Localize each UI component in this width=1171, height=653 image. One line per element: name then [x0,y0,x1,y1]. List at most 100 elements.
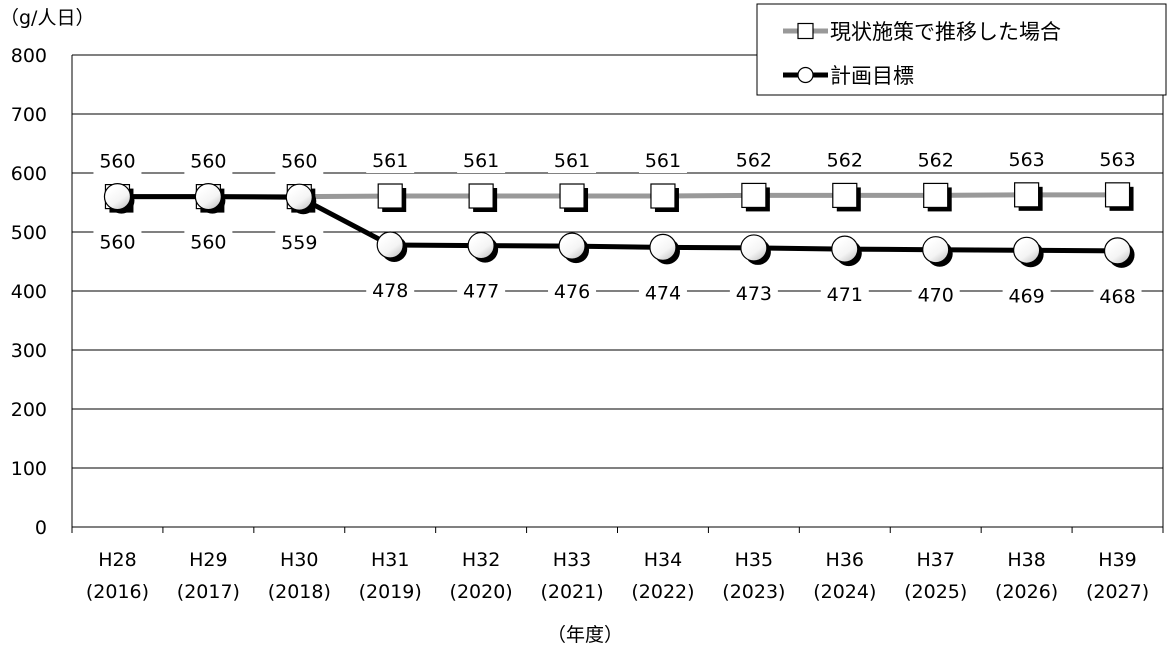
legend-label-1: 現状施策で推移した場合 [830,20,1061,44]
data-label: 560 [99,151,135,173]
data-label-bg [820,145,869,173]
circle-marker [649,233,677,261]
circle-marker [376,231,404,259]
square-marker [468,183,494,209]
data-label-bg [275,228,324,256]
y-tick-label: 0 [35,517,47,539]
x-tick-label-year: (2023) [722,581,785,603]
data-label: 468 [1099,286,1135,308]
data-label-bg [911,145,960,173]
data-label-bg [1002,144,1051,172]
x-tick-label-year: (2026) [995,581,1058,603]
data-label-bg [1002,281,1051,309]
gridlines [72,54,1163,469]
data-label-bg [184,146,233,174]
x-tick-label-year: (2017) [177,581,240,603]
data-label-bg [457,276,506,304]
x-tick-label-year: (2024) [813,581,876,603]
circle-marker [558,232,586,260]
x-tick-label-era: H35 [735,549,773,571]
x-tick-label-era: H34 [644,549,682,571]
square-marker [1014,182,1040,208]
square-marker [650,183,676,209]
data-label-bg [1093,144,1142,172]
circle-marker [922,236,950,264]
data-label: 473 [736,283,772,305]
x-tick-label-era: H28 [98,549,136,571]
data-label: 471 [827,284,863,306]
data-label-bg [93,146,142,174]
x-tick-label-year: (2022) [631,581,694,603]
data-label: 562 [918,149,954,171]
legend-square-marker [797,22,814,40]
legend-box [756,3,1167,96]
data-label: 474 [645,282,681,304]
series [103,182,1135,268]
data-label-bg [1093,281,1142,309]
circle-marker [467,231,495,260]
y-tick-label: 300 [11,340,47,362]
data-label: 560 [190,151,226,173]
circle-marker [1013,236,1041,264]
data-label-bg [911,280,960,308]
data-label-bg [457,146,506,174]
x-axis-label: （年度） [547,624,623,646]
x-tick-label-era: H38 [1007,549,1045,571]
square-marker [741,182,767,209]
data-label: 561 [463,150,499,172]
y-tick-label: 800 [11,45,47,67]
y-tick-label: 400 [11,281,47,303]
square-marker [1104,182,1131,208]
x-tick-label-year: (2025) [904,581,967,603]
data-label: 476 [554,281,590,303]
x-tick-label-era: H37 [916,549,954,571]
x-tick-label-era: H31 [371,549,409,571]
x-tick-label-era: H30 [280,549,318,571]
circle-marker [1103,237,1132,265]
axes: 0 100 200 300 400 500 600 700 800 H28 (2016) H29 (20… [11,45,1164,603]
x-tick-label-year: (2018) [268,581,331,603]
x-tick-label-era: H32 [462,549,500,571]
y-tick-label: 100 [11,458,47,480]
data-label-bg [184,227,233,255]
data-label-bg [366,146,415,174]
circle-marker [103,183,132,211]
data-label: 469 [1008,285,1044,307]
data-label: 559 [281,232,317,254]
data-label: 478 [372,280,408,302]
data-label-bg [548,277,597,305]
x-tick-label-year: (2027) [1086,581,1149,603]
data-label-bg [638,146,687,174]
y-axis-label: （g/人日） [0,7,94,29]
data-label: 563 [1099,149,1135,171]
data-label-bg [548,146,597,174]
data-label: 470 [918,285,954,307]
circle-marker [831,235,859,263]
square-marker [559,183,585,209]
data-label: 560 [281,151,317,173]
data-label: 561 [372,150,408,172]
data-label: 561 [645,150,681,172]
y-tick-label: 700 [11,104,47,126]
data-label: 560 [99,232,135,254]
data-label: 561 [554,150,590,172]
x-tick-label-year: (2021) [540,581,603,603]
y-tick-label: 500 [11,222,47,244]
y-tick-label: 200 [11,399,47,421]
data-labels: 560 560 560 561 561 561 561 562 562 562 563 563 560 5… [93,144,1142,309]
circle-marker [285,183,313,211]
data-label: 477 [463,281,499,303]
square-marker [832,182,858,209]
circle-marker [740,234,768,262]
data-label-bg [366,275,415,303]
x-tick-label-era: H36 [826,549,864,571]
square-marker [923,182,949,209]
y-tick-label: 600 [11,163,47,185]
x-tick-label-year: (2016) [86,581,149,603]
legend-label-2: 計画目標 [830,64,914,88]
data-label-bg [93,227,142,255]
data-label: 560 [190,232,226,254]
data-label: 562 [827,149,863,171]
